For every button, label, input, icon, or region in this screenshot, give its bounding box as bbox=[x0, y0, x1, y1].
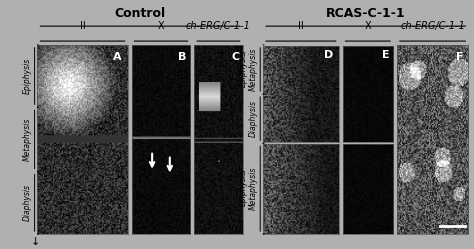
Text: II: II bbox=[298, 21, 304, 31]
Text: E: E bbox=[382, 50, 390, 60]
Text: Control: Control bbox=[115, 7, 165, 20]
Text: C: C bbox=[231, 52, 239, 62]
Text: B: B bbox=[178, 52, 186, 62]
Text: Diaphysis: Diaphysis bbox=[23, 184, 32, 221]
Text: Epiphysis/
Metaphysis: Epiphysis/ Metaphysis bbox=[238, 48, 258, 91]
Text: Diaphysis: Diaphysis bbox=[249, 100, 258, 137]
Text: ch-ERG/C-1-1: ch-ERG/C-1-1 bbox=[186, 21, 251, 31]
Text: D: D bbox=[324, 50, 333, 60]
Text: II: II bbox=[80, 21, 85, 31]
Text: ↓: ↓ bbox=[31, 237, 40, 247]
Text: F: F bbox=[456, 52, 463, 62]
Text: Epiphysis: Epiphysis bbox=[23, 58, 32, 94]
Text: Metaphysis: Metaphysis bbox=[23, 118, 32, 161]
Text: X: X bbox=[158, 21, 164, 31]
Text: RCAS-C-1-1: RCAS-C-1-1 bbox=[326, 7, 405, 20]
Text: Epiphysis/
Metaphysis: Epiphysis/ Metaphysis bbox=[238, 167, 258, 210]
Text: A: A bbox=[113, 52, 121, 62]
Text: ch-ERG/C-1-1: ch-ERG/C-1-1 bbox=[400, 21, 465, 31]
Text: X: X bbox=[365, 21, 371, 31]
